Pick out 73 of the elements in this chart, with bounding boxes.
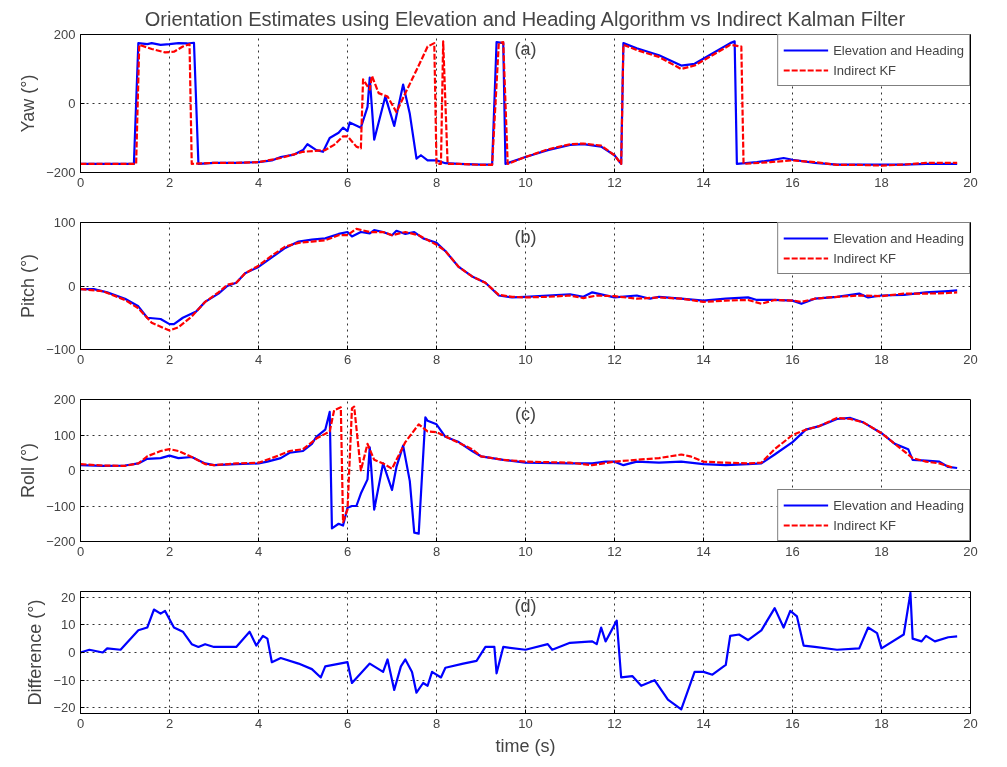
y-tick-label: −100 xyxy=(46,342,76,357)
y-tick-label: −20 xyxy=(53,700,76,716)
x-tick-label: 18 xyxy=(874,715,889,731)
x-tick-label: 6 xyxy=(343,174,352,190)
y-tick-label: 0 xyxy=(68,278,76,294)
y-tick-label: 0 xyxy=(68,96,76,111)
annotation: (d) xyxy=(514,595,537,616)
x-tick-label: 10 xyxy=(518,174,533,190)
y-tick-label: 100 xyxy=(53,215,76,230)
x-tick-label: 18 xyxy=(874,174,889,190)
x-tick-label: 12 xyxy=(607,543,622,559)
chart-title: Orientation Estimates using Elevation and Heading Algorithm vs Indirect Kalman Filter xyxy=(144,7,906,30)
line-series xyxy=(80,591,959,711)
x-tick-label: 20 xyxy=(963,351,978,367)
y-tick-label: 200 xyxy=(53,392,76,407)
x-tick-label: 20 xyxy=(963,543,978,559)
y-tick-label: 100 xyxy=(53,427,76,443)
legend-label: Indirect KF xyxy=(833,517,897,533)
x-tick-label: 10 xyxy=(518,543,533,559)
y-tick-label: 0 xyxy=(68,645,76,660)
x-tick-label: 8 xyxy=(432,174,441,190)
x-axis-title: time (s) xyxy=(495,735,556,756)
y-axis-title: Difference (°) xyxy=(25,599,46,706)
y-tick-label: 200 xyxy=(53,27,76,42)
x-tick-label: 18 xyxy=(874,351,889,367)
x-tick-label: 6 xyxy=(343,351,352,367)
x-tick-label: 8 xyxy=(432,543,441,559)
y-tick-label: −100 xyxy=(46,498,76,514)
x-tick-label: 2 xyxy=(165,174,174,190)
y-axis-title: Roll (°) xyxy=(18,442,39,499)
x-tick-label: 2 xyxy=(165,715,174,731)
x-tick-label: 12 xyxy=(607,174,622,190)
x-tick-label: 16 xyxy=(785,543,800,559)
y-tick-label: −200 xyxy=(46,165,76,180)
x-tick-label: 6 xyxy=(343,715,352,731)
legend-label: Elevation and Heading xyxy=(833,497,964,513)
legend-label: Elevation and Heading xyxy=(833,230,964,246)
x-tick-label: 20 xyxy=(963,715,978,731)
x-tick-label: 6 xyxy=(343,543,352,559)
y-axis-title: Pitch (°) xyxy=(18,253,39,319)
x-tick-label: 16 xyxy=(785,174,800,190)
x-tick-label: 12 xyxy=(607,715,622,731)
x-tick-label: 2 xyxy=(165,351,174,367)
x-tick-label: 20 xyxy=(963,174,978,190)
x-tick-label: 12 xyxy=(607,351,622,367)
y-tick-label: −200 xyxy=(46,534,76,549)
x-tick-label: 8 xyxy=(432,351,441,367)
y-tick-label: 20 xyxy=(61,589,76,605)
x-tick-label: 14 xyxy=(696,715,711,731)
annotation: (a) xyxy=(514,38,537,59)
x-tick-label: 18 xyxy=(874,543,889,559)
x-tick-label: 10 xyxy=(518,351,533,367)
x-tick-label: 4 xyxy=(254,174,263,190)
x-tick-label: 16 xyxy=(785,351,800,367)
y-tick-label: 10 xyxy=(61,617,76,633)
y-axis-title: Yaw (°) xyxy=(18,74,39,133)
x-tick-label: 14 xyxy=(696,351,711,367)
legend-label: Elevation and Heading xyxy=(833,42,964,58)
x-tick-label: 2 xyxy=(165,543,174,559)
x-tick-label: 4 xyxy=(254,543,263,559)
x-tick-label: 4 xyxy=(254,715,263,731)
legend-label: Indirect KF xyxy=(833,250,897,266)
x-tick-label: 14 xyxy=(696,174,711,190)
annotation: (b) xyxy=(514,226,537,247)
x-tick-label: 4 xyxy=(254,351,263,367)
y-tick-label: 0 xyxy=(68,463,76,478)
annotation: (c) xyxy=(515,403,537,424)
x-tick-label: 10 xyxy=(518,715,533,731)
y-tick-label: −10 xyxy=(53,672,76,688)
legend-label: Indirect KF xyxy=(833,62,897,78)
x-tick-label: 14 xyxy=(696,543,711,559)
x-tick-label: 8 xyxy=(432,715,441,731)
x-tick-label: 16 xyxy=(785,715,800,731)
